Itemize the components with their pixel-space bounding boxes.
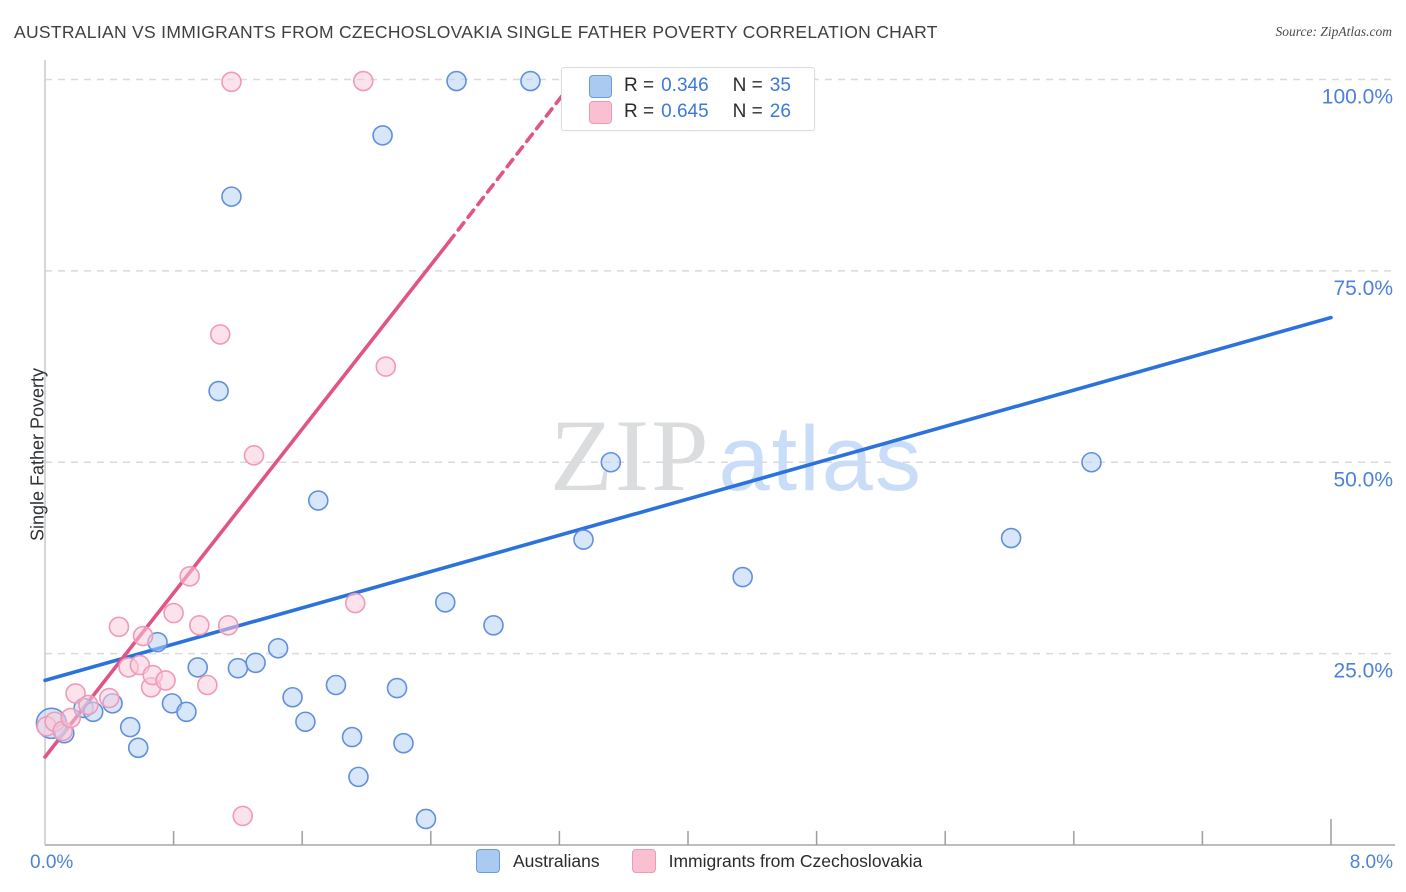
data-point-immigrants[interactable]	[217, 615, 239, 636]
data-point-immigrants[interactable]	[132, 625, 154, 647]
data-point-immigrants[interactable]	[232, 805, 254, 827]
data-point-australians[interactable]	[119, 716, 141, 738]
data-point-australians[interactable]	[393, 732, 414, 754]
data-point-australians[interactable]	[372, 125, 393, 146]
data-point-immigrants[interactable]	[163, 602, 184, 624]
x-axis-max-label: 8.0%	[1349, 852, 1393, 873]
n-label: N =	[732, 75, 763, 96]
r-value: 0.346	[661, 75, 709, 96]
data-point-immigrants[interactable]	[108, 616, 130, 638]
data-point-immigrants[interactable]	[99, 687, 120, 709]
data-point-australians[interactable]	[415, 808, 437, 830]
pink-series-swatch	[589, 100, 612, 124]
data-point-australians[interactable]	[227, 657, 249, 679]
data-point-australians[interactable]	[573, 529, 594, 550]
data-point-immigrants[interactable]	[78, 694, 99, 716]
data-point-immigrants[interactable]	[65, 683, 86, 704]
n-value: 26	[769, 101, 791, 122]
data-point-immigrants[interactable]	[344, 592, 366, 614]
data-point-australians[interactable]	[341, 726, 363, 748]
legend-row-australians: R = 0.346 N = 35	[589, 74, 814, 98]
data-point-australians[interactable]	[325, 674, 347, 696]
data-point-immigrants[interactable]	[221, 71, 242, 93]
pink-series-swatch	[631, 849, 656, 873]
data-point-australians[interactable]	[208, 380, 229, 402]
legend-item-immigrants[interactable]: Immigrants from Czechoslovakia	[631, 849, 923, 873]
data-point-australians[interactable]	[520, 70, 541, 92]
data-point-immigrants[interactable]	[209, 324, 231, 345]
data-point-australians[interactable]	[307, 490, 329, 511]
data-point-immigrants[interactable]	[375, 356, 397, 377]
data-point-australians[interactable]	[295, 711, 316, 733]
pink-trend-line-dashed	[446, 80, 575, 245]
data-point-australians[interactable]	[483, 615, 504, 636]
data-point-australians[interactable]	[187, 657, 209, 678]
data-point-immigrants[interactable]	[155, 670, 176, 691]
data-point-australians[interactable]	[732, 566, 753, 588]
data-point-australians[interactable]	[282, 686, 303, 708]
source-attribution: Source: ZipAtlas.com	[1275, 24, 1392, 39]
data-point-australians[interactable]	[267, 637, 289, 659]
data-point-australians[interactable]	[176, 701, 197, 723]
legend-item-australians[interactable]: Australians	[476, 849, 600, 873]
blue-series-swatch	[589, 74, 612, 98]
data-point-immigrants[interactable]	[352, 70, 374, 92]
legend-item-label: Australians	[513, 850, 600, 871]
data-point-australians[interactable]	[434, 592, 456, 613]
data-point-australians[interactable]	[348, 766, 369, 788]
blue-series-swatch	[476, 849, 500, 873]
y-axis-label-25: 25.0%	[1333, 660, 1393, 683]
data-point-australians[interactable]	[221, 186, 242, 207]
data-point-immigrants[interactable]	[243, 445, 265, 466]
data-point-australians[interactable]	[127, 737, 149, 759]
n-value: 35	[769, 75, 791, 96]
y-axis-label-50: 50.0%	[1333, 468, 1393, 491]
data-point-australians[interactable]	[600, 451, 622, 473]
pink-trend-line	[43, 240, 451, 759]
legend-item-label: Immigrants from Czechoslovakia	[668, 850, 923, 871]
series-legend: Australians Immigrants from Czechoslovak…	[476, 849, 940, 873]
data-point-immigrants[interactable]	[197, 674, 218, 696]
r-value: 0.645	[661, 101, 709, 122]
blue-trend-line	[43, 315, 1333, 683]
page-title: AUSTRALIAN VS IMMIGRANTS FROM CZECHOSLOV…	[14, 22, 938, 42]
x-axis-min-label: 0.0%	[30, 852, 74, 873]
data-point-immigrants[interactable]	[189, 615, 210, 636]
r-label: R =	[624, 101, 655, 122]
correlation-legend-box: R = 0.346 N = 35 R = 0.645 N = 26	[561, 67, 815, 131]
data-point-australians[interactable]	[386, 677, 408, 699]
data-point-australians[interactable]	[1081, 451, 1102, 473]
data-point-australians[interactable]	[245, 652, 266, 674]
y-axis-title: Single Father Poverty	[27, 367, 48, 542]
r-label: R =	[624, 75, 655, 96]
data-point-immigrants[interactable]	[60, 707, 82, 729]
n-label: N =	[732, 101, 763, 122]
zipatlas-watermark: ZIPatlas	[550, 399, 923, 513]
data-point-australians[interactable]	[1000, 527, 1022, 549]
y-axis-label-75: 75.0%	[1333, 277, 1393, 300]
legend-row-immigrants: R = 0.645 N = 26	[589, 100, 814, 124]
y-axis-label-100: 100.0%	[1322, 86, 1393, 109]
data-point-immigrants[interactable]	[179, 566, 200, 587]
data-point-australians[interactable]	[446, 70, 467, 92]
